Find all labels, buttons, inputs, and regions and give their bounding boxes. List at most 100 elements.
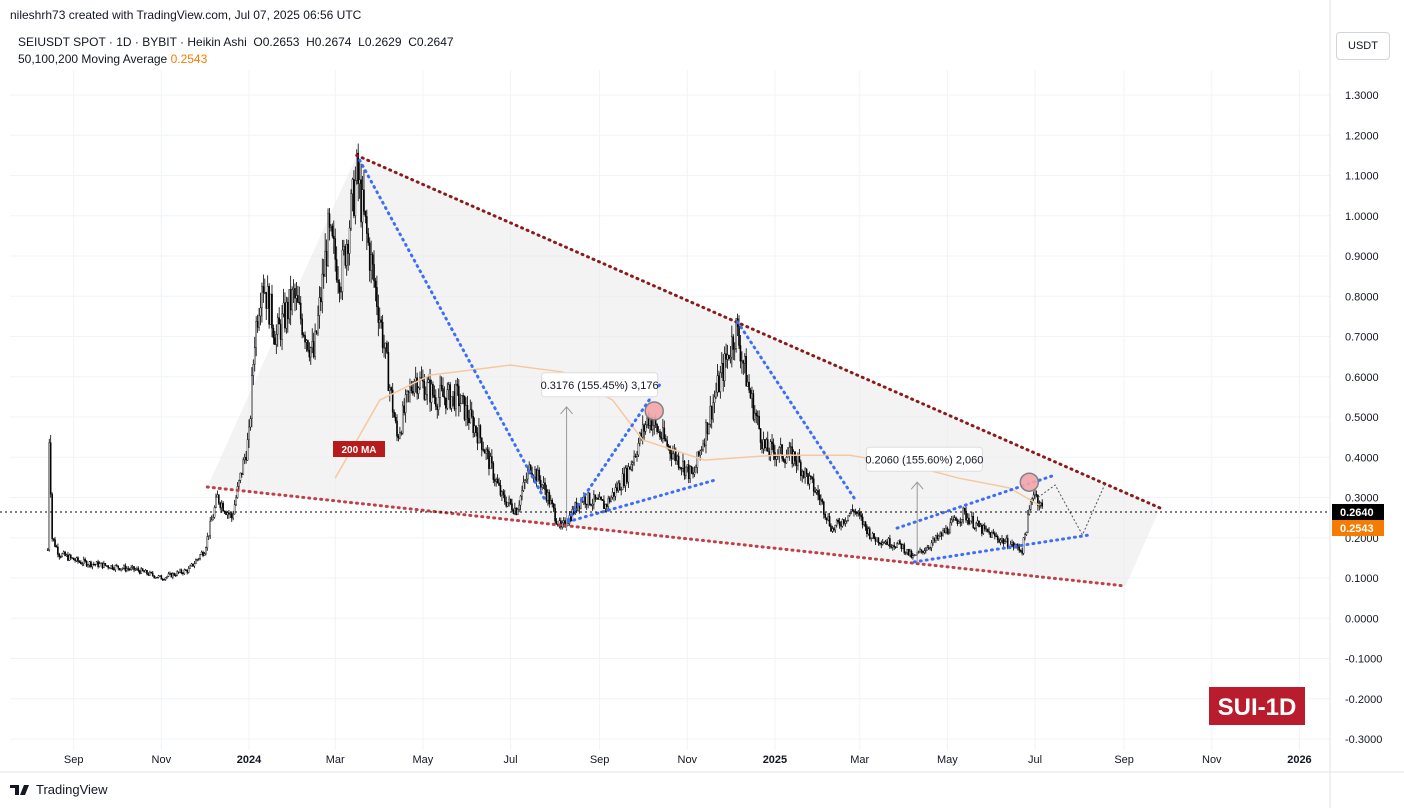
candle-body <box>149 571 151 576</box>
candle-body <box>383 347 385 349</box>
candle-body <box>917 551 920 553</box>
candle-body <box>472 416 474 433</box>
candle-body <box>320 297 322 303</box>
candle-body <box>672 453 674 459</box>
candle-body <box>225 512 227 515</box>
candle-body <box>262 286 265 293</box>
ma-label: 200 MA <box>341 445 376 456</box>
candle-body <box>136 568 138 570</box>
candle-body <box>95 561 98 565</box>
candle-body <box>975 523 977 529</box>
candle-body <box>123 565 125 569</box>
candle-body <box>479 425 482 439</box>
candle-body <box>695 467 697 473</box>
candle-body <box>301 318 303 335</box>
candle-body <box>575 502 578 511</box>
candle-body <box>295 295 298 299</box>
candle-body <box>682 460 684 469</box>
candle-body <box>943 530 946 533</box>
candle-body <box>969 520 972 525</box>
candle-body <box>568 515 571 524</box>
candle-body <box>498 482 500 486</box>
candle-body <box>378 319 381 323</box>
candle-body <box>284 302 286 329</box>
candle-body <box>1027 514 1029 533</box>
candle-body <box>621 473 624 490</box>
indicator-name[interactable]: 50,100,200 Moving Average <box>18 52 168 66</box>
candle-body <box>595 497 598 500</box>
candle-body <box>667 445 670 448</box>
candle-body <box>584 495 587 505</box>
candle-body <box>807 473 809 485</box>
candle-body <box>213 507 216 518</box>
candle-body <box>545 489 548 501</box>
symbol-line[interactable]: SEIUSDT SPOT · 1D · BYBIT · Heikin Ashi <box>18 35 247 49</box>
candle-body <box>1009 544 1012 548</box>
candle-body <box>245 457 247 461</box>
candle-body <box>259 307 262 317</box>
candle-body <box>618 482 621 491</box>
candle-body <box>614 487 617 497</box>
candle-body <box>570 515 572 521</box>
x-tick-label: Jul <box>1028 754 1042 766</box>
candle-body <box>955 517 957 521</box>
candle-body <box>489 456 492 469</box>
candle-body <box>528 464 531 471</box>
candle-body <box>315 330 318 334</box>
candle-body <box>206 536 209 548</box>
candle-body <box>354 180 357 216</box>
candle-body <box>743 356 746 364</box>
candle-body <box>98 563 101 567</box>
candle-body <box>902 544 904 549</box>
candle-body <box>179 569 181 573</box>
candle-body <box>347 243 349 254</box>
blue-trendline <box>895 473 1057 530</box>
candle-body <box>393 412 395 418</box>
x-tick-label: 2025 <box>763 754 787 766</box>
candle-body <box>529 464 532 474</box>
candle-body <box>358 179 361 184</box>
candle-body <box>689 466 691 479</box>
candle-body <box>886 541 888 545</box>
candle-body <box>147 573 150 576</box>
blue-trendline <box>566 380 663 522</box>
candle-body <box>843 519 845 524</box>
candle-body <box>432 383 434 396</box>
candle-body <box>761 442 763 450</box>
candle-body <box>409 386 411 393</box>
candle-body <box>925 550 927 552</box>
candle-body <box>338 282 341 293</box>
tradingview-logo[interactable]: TradingView <box>10 782 108 797</box>
candle-body <box>380 319 383 323</box>
candle-body <box>104 563 107 566</box>
candle-body <box>706 422 709 435</box>
candle-body <box>919 549 921 552</box>
candle-body <box>422 379 424 382</box>
candle-body <box>585 503 588 506</box>
candle-body <box>118 567 121 571</box>
candle-body <box>623 473 625 486</box>
candle-body <box>752 393 755 420</box>
y-tick-label: -0.1000 <box>1345 654 1382 666</box>
ma-label-box <box>333 441 385 457</box>
candle-body <box>184 569 187 571</box>
candle-body <box>748 381 750 391</box>
candle-body <box>699 450 702 456</box>
candle-body <box>798 455 801 463</box>
candle-body <box>266 286 269 309</box>
candle-body <box>435 397 437 407</box>
currency-button[interactable]: USDT <box>1336 32 1390 60</box>
blue-trendline <box>358 158 547 502</box>
candle-body <box>151 572 154 576</box>
last-price-box <box>1332 503 1384 520</box>
candle-body <box>292 288 295 290</box>
candle-body <box>953 517 956 520</box>
candle-body <box>732 336 735 350</box>
candle-body <box>377 306 380 323</box>
candle-body <box>784 460 786 464</box>
candle-body <box>772 443 775 453</box>
candle-body <box>597 497 599 500</box>
candle-body <box>663 427 666 439</box>
y-tick-label: 1.0000 <box>1345 211 1379 223</box>
